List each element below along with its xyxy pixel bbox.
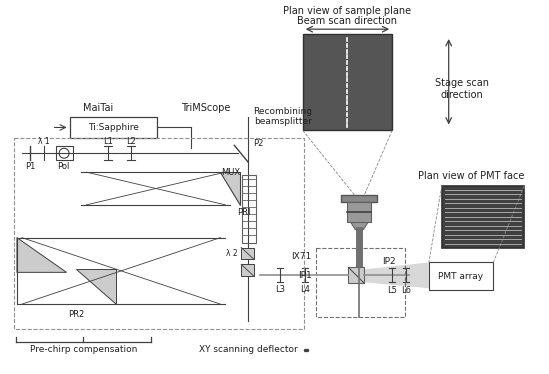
Polygon shape xyxy=(76,269,116,304)
Text: L2: L2 xyxy=(126,137,136,146)
Text: Pre-chirp compensation: Pre-chirp compensation xyxy=(30,345,137,354)
Text: MUX: MUX xyxy=(221,168,240,177)
Polygon shape xyxy=(220,172,240,205)
Text: Plan view of sample plane: Plan view of sample plane xyxy=(283,6,412,16)
Text: PMT array: PMT array xyxy=(438,272,483,281)
Text: Beam scan direction: Beam scan direction xyxy=(298,16,397,26)
Text: XY scanning deflector: XY scanning deflector xyxy=(199,345,298,354)
Bar xyxy=(241,248,254,260)
Text: λ 2: λ 2 xyxy=(226,249,237,258)
Polygon shape xyxy=(17,237,66,272)
Text: IX71: IX71 xyxy=(292,252,312,261)
Bar xyxy=(70,117,157,138)
Text: TriMScope: TriMScope xyxy=(181,102,230,113)
Text: P2: P2 xyxy=(253,139,264,148)
Text: Stage scan
direction: Stage scan direction xyxy=(435,78,489,99)
Bar xyxy=(429,263,494,290)
Text: Pol: Pol xyxy=(58,162,70,171)
Bar xyxy=(316,248,405,317)
Text: L1: L1 xyxy=(103,137,113,146)
Bar xyxy=(442,186,524,248)
Text: Ti:Sapphire: Ti:Sapphire xyxy=(88,123,139,132)
Bar xyxy=(349,267,365,283)
Bar xyxy=(348,202,371,222)
Text: L4: L4 xyxy=(300,285,310,294)
Text: PRI: PRI xyxy=(237,208,251,217)
Polygon shape xyxy=(350,222,368,230)
Text: Plan view of PMT face: Plan view of PMT face xyxy=(418,171,525,181)
Text: L5: L5 xyxy=(387,286,397,295)
Bar xyxy=(55,146,72,160)
Text: MaiTai: MaiTai xyxy=(83,102,114,113)
Bar xyxy=(341,195,377,202)
Text: IP2: IP2 xyxy=(382,257,396,266)
Text: L3: L3 xyxy=(275,285,285,294)
Text: IP1: IP1 xyxy=(298,271,312,280)
Bar xyxy=(303,34,392,131)
Bar xyxy=(241,264,254,276)
Bar xyxy=(242,175,256,243)
Text: P1: P1 xyxy=(25,162,35,171)
Text: L6: L6 xyxy=(401,286,411,295)
Bar xyxy=(14,138,304,329)
Polygon shape xyxy=(365,263,429,288)
Text: λ 1: λ 1 xyxy=(38,137,49,146)
Text: PR2: PR2 xyxy=(69,310,85,319)
Text: Recombining
beamsplitter: Recombining beamsplitter xyxy=(254,107,312,126)
